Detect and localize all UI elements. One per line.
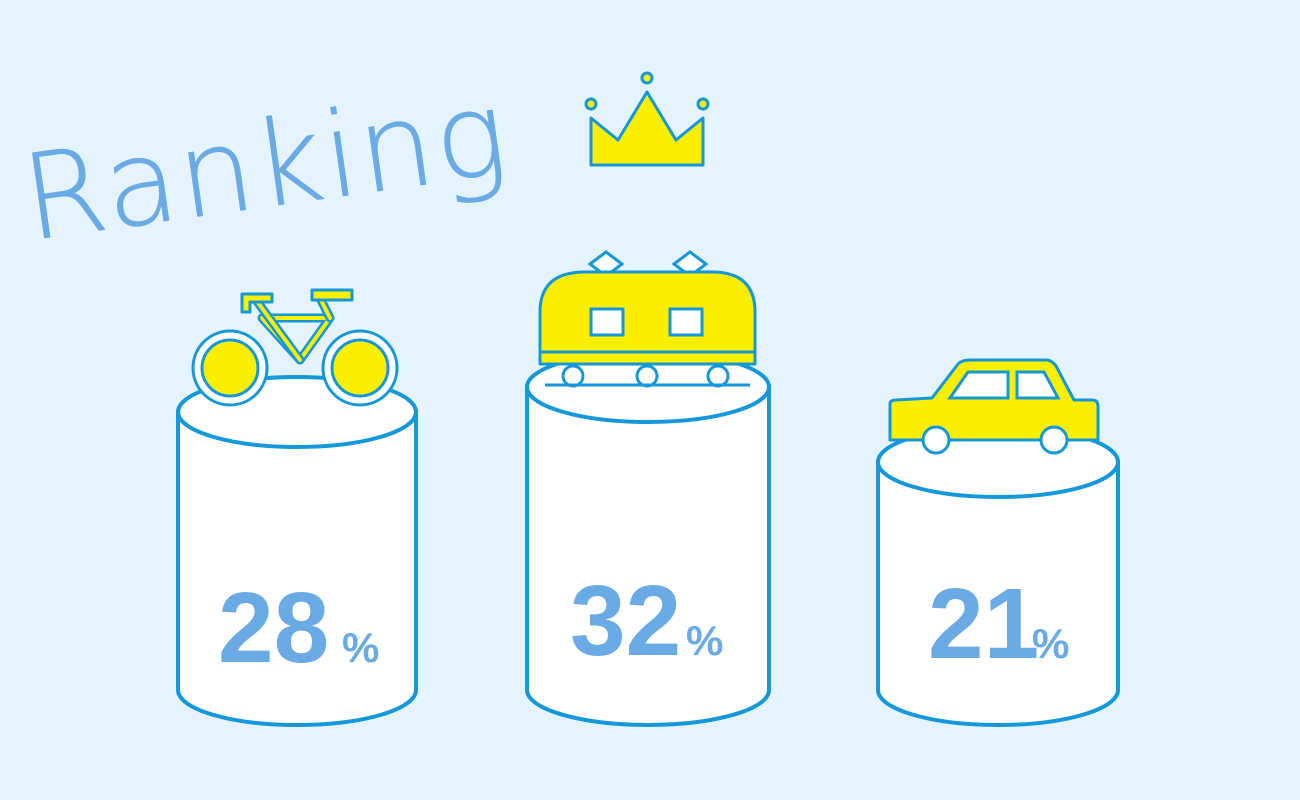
percentage-value: 21: [928, 568, 1039, 680]
podium-bicycle: 28 %: [176, 288, 418, 727]
podium-car: 21 %: [876, 358, 1120, 727]
page-title: Ranking: [15, 63, 517, 267]
percentage-label: 28 %: [218, 572, 379, 684]
podium-train: 32 %: [525, 250, 771, 727]
percentage-label: 32 %: [570, 565, 723, 677]
percentage-label: 21 %: [928, 568, 1069, 680]
percentage-value: 28: [218, 572, 329, 684]
train-icon: [538, 250, 757, 388]
percentage-value: 32: [570, 565, 681, 677]
percent-sign: %: [1032, 620, 1069, 667]
percent-sign: %: [686, 617, 723, 664]
crown-icon: [584, 71, 710, 167]
bicycle-icon: [191, 288, 399, 407]
percent-sign: %: [342, 624, 379, 671]
car-icon: [888, 358, 1100, 455]
